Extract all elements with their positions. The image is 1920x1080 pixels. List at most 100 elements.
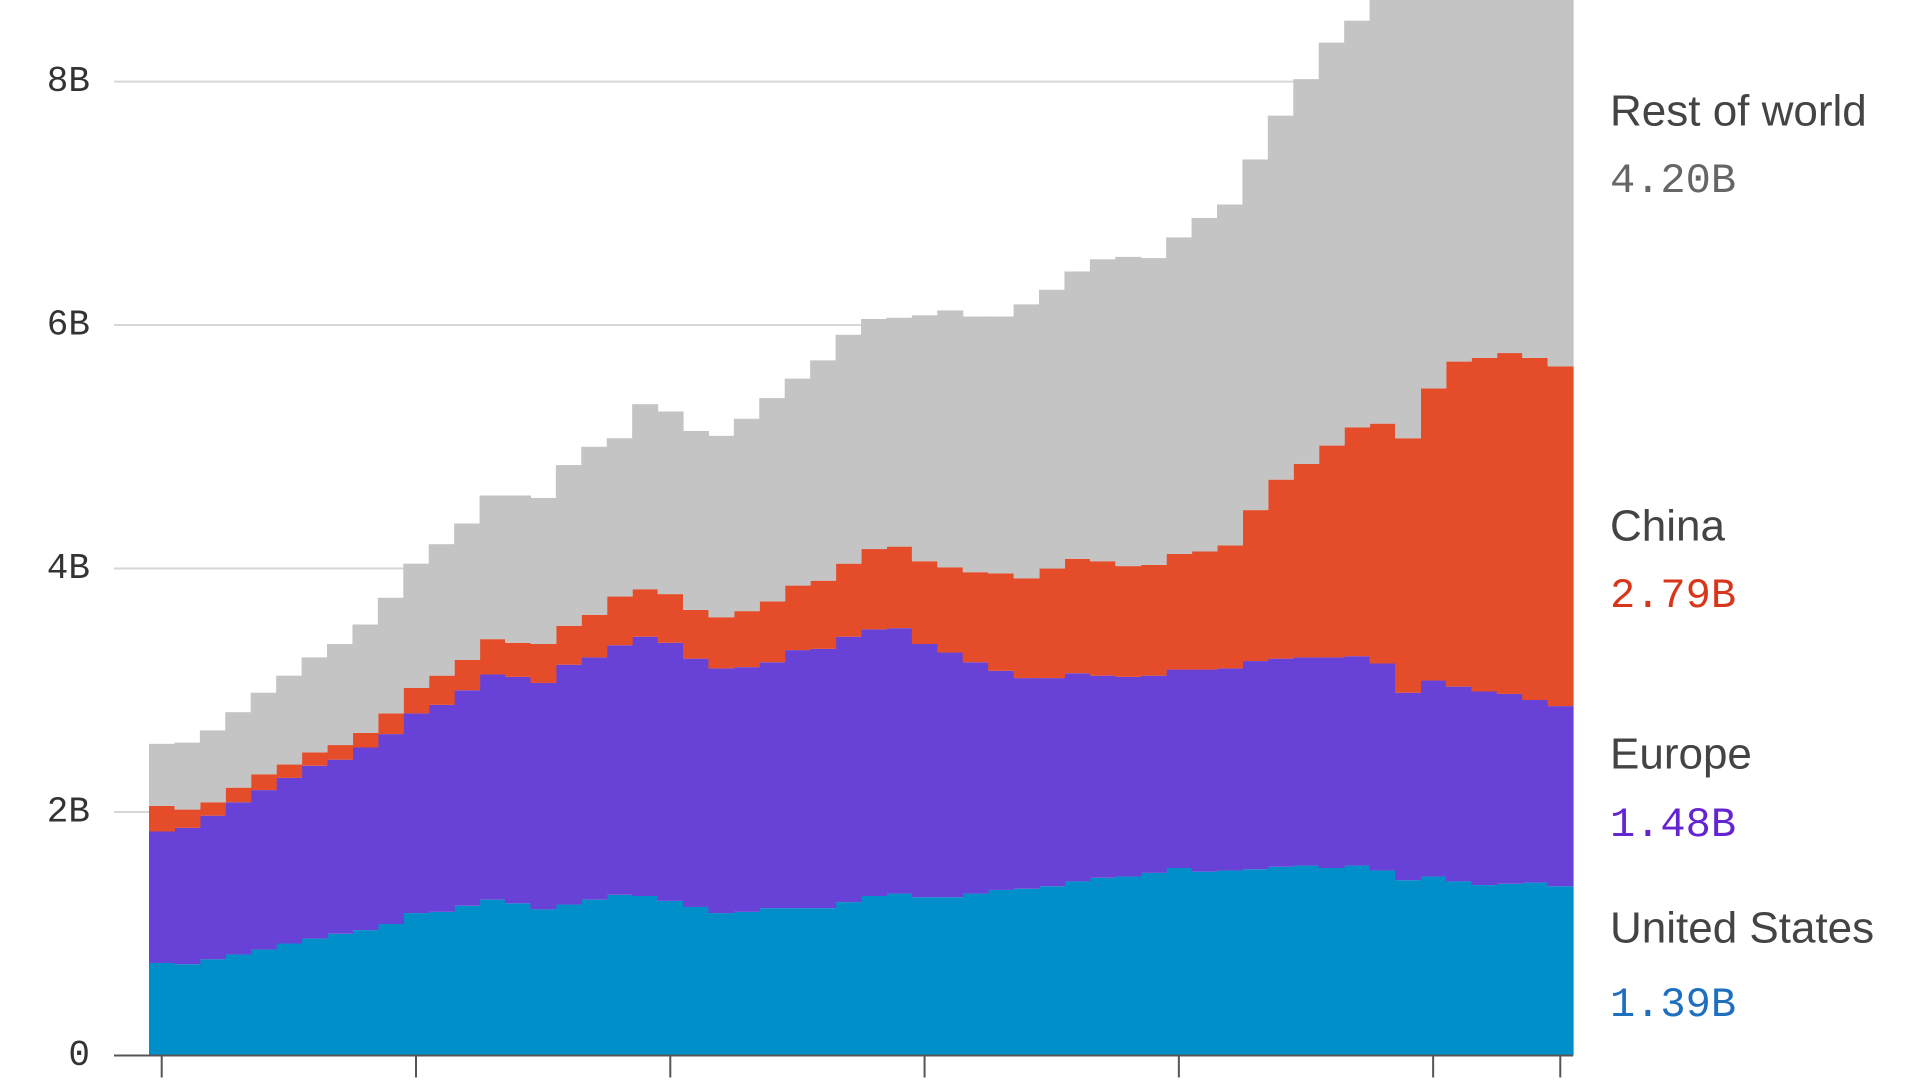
area-step <box>911 897 938 1056</box>
area-step <box>784 378 811 586</box>
area-step <box>1522 700 1549 883</box>
area-step <box>581 614 608 658</box>
area-step <box>784 650 811 909</box>
area-step <box>1369 870 1396 1056</box>
area-step <box>199 959 226 1056</box>
legend: United States 1.39B Europe 1.48B China 2.79B R… <box>1610 87 1874 1029</box>
area-step <box>301 657 328 753</box>
area-step <box>1293 463 1320 658</box>
area-step <box>327 933 354 1056</box>
area-step <box>1420 680 1447 877</box>
legend-name: United States <box>1610 904 1874 953</box>
area-step <box>149 743 176 806</box>
area-step <box>479 639 506 675</box>
area-step <box>505 903 532 1056</box>
legend-value: 1.39B <box>1610 981 1736 1029</box>
area-step <box>199 802 226 816</box>
area-step <box>1217 870 1244 1056</box>
area-step <box>479 899 506 1056</box>
area-step <box>810 360 837 581</box>
area-step <box>683 906 710 1056</box>
area-step <box>1267 658 1294 867</box>
areas <box>149 0 1574 1056</box>
area-step <box>1496 0 1523 354</box>
legend-value: 2.79B <box>1610 572 1736 620</box>
area-step <box>733 911 760 1056</box>
area-step <box>759 662 786 909</box>
area-step <box>250 774 277 791</box>
area-step <box>1344 865 1371 1056</box>
area-step <box>1089 675 1116 878</box>
area-step <box>1064 673 1091 882</box>
area-step <box>403 563 430 688</box>
area-step <box>1369 423 1396 664</box>
y-tick-label: 2B <box>47 792 90 833</box>
area-step <box>784 908 811 1056</box>
area-step <box>1039 568 1066 679</box>
area-step <box>1115 876 1142 1056</box>
area-step <box>1318 868 1345 1056</box>
area-step <box>250 790 277 950</box>
area-step <box>1471 0 1498 358</box>
legend-value: 1.48B <box>1610 801 1736 849</box>
area-step <box>1420 0 1447 389</box>
area-step <box>1445 686 1472 882</box>
area-step <box>1064 271 1091 559</box>
area-step <box>454 690 481 906</box>
area-step <box>581 899 608 1056</box>
area-step <box>454 659 481 691</box>
area-step <box>199 815 226 960</box>
area-step <box>1293 657 1320 866</box>
area-step <box>606 438 633 597</box>
area-step <box>225 802 252 955</box>
area-step <box>1547 886 1574 1056</box>
area-step <box>708 617 735 669</box>
area-step <box>149 805 176 832</box>
area-step <box>657 900 684 1056</box>
area-step <box>1395 692 1422 881</box>
area-step <box>199 730 226 803</box>
area-step <box>1522 882 1549 1056</box>
area-step <box>606 596 633 646</box>
area-step <box>911 644 938 898</box>
area-step <box>683 609 710 659</box>
area-step <box>835 334 862 564</box>
area-step <box>505 495 532 643</box>
legend-name: Europe <box>1610 730 1752 779</box>
area-step <box>1522 357 1549 701</box>
area-step <box>1064 881 1091 1056</box>
area-step <box>835 563 862 637</box>
area-step <box>937 897 964 1056</box>
area-step <box>403 913 430 1056</box>
area-step <box>1420 388 1447 681</box>
axes: 0 2B 4B 6B 8B <box>47 61 1573 1078</box>
area-step <box>1089 259 1116 562</box>
area-step <box>835 902 862 1056</box>
area-step <box>937 567 964 653</box>
area-step <box>886 628 913 894</box>
area-step <box>1039 886 1066 1056</box>
area-step <box>886 317 913 547</box>
area-step <box>1471 357 1498 692</box>
area-step <box>861 549 888 630</box>
area-step <box>1166 553 1193 670</box>
area-step <box>555 904 582 1056</box>
area-step <box>1267 115 1294 480</box>
area-step <box>1115 256 1142 567</box>
area-step <box>632 636 659 897</box>
area-step <box>428 544 455 676</box>
area-step <box>1267 866 1294 1056</box>
area-step <box>733 611 760 668</box>
area-step <box>352 624 379 733</box>
area-step <box>657 642 684 901</box>
area-step <box>1547 706 1574 887</box>
area-step <box>810 580 837 649</box>
area-step <box>1318 445 1345 658</box>
area-step <box>988 889 1015 1056</box>
area-step <box>708 435 735 618</box>
area-step <box>581 446 608 615</box>
area-step <box>1217 668 1244 871</box>
area-step <box>225 954 252 1056</box>
area-step <box>733 418 760 612</box>
area-step <box>377 734 404 925</box>
